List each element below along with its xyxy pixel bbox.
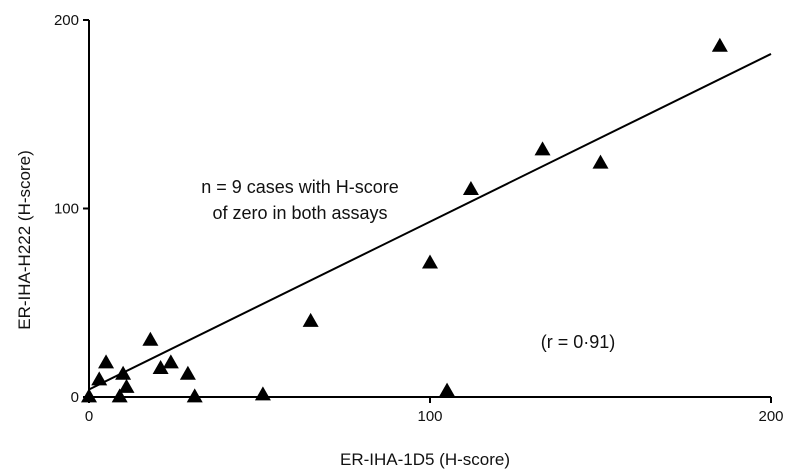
data-point-triangle (91, 371, 108, 386)
data-point-triangle (111, 388, 128, 403)
data-point-triangle (142, 331, 159, 346)
data-point-triangle (162, 354, 179, 369)
data-point-triangle (439, 382, 456, 397)
y-tick-label: 200 (54, 12, 79, 29)
fit-line-group (88, 53, 772, 391)
data-point-triangle (115, 365, 132, 380)
correlation-label: (r = 0·91) (541, 332, 616, 352)
x-tick-label: 200 (758, 408, 783, 425)
data-point-triangle (81, 388, 97, 403)
x-tick-label: 100 (417, 408, 442, 425)
y-axis-label: ER-IHA-H222 (H-score) (15, 150, 34, 329)
data-point-triangle (254, 386, 271, 401)
zero-note-line1: n = 9 cases with H-score (201, 177, 399, 197)
regression-line (88, 53, 772, 391)
data-point-triangle (179, 365, 196, 380)
x-tick-label: 0 (85, 408, 93, 425)
x-axis-label: ER-IHA-1D5 (H-score) (340, 450, 510, 469)
ticks: 0 100 200 0 100 200 (54, 12, 784, 425)
axes (88, 20, 771, 398)
y-tick-label: 100 (54, 201, 79, 218)
data-point-triangle (118, 378, 135, 393)
y-tick-label: 0 (71, 389, 79, 406)
data-point-triangle (186, 388, 203, 403)
data-point-triangle (152, 360, 169, 375)
data-point-triangle (534, 141, 551, 156)
data-points (81, 37, 728, 403)
zero-note-line2: of zero in both assays (212, 203, 387, 223)
data-point-triangle (711, 37, 728, 52)
data-point-triangle (302, 312, 319, 327)
data-point-triangle (592, 154, 609, 169)
data-point-triangle (462, 180, 479, 195)
data-point-triangle (98, 354, 115, 369)
data-point-triangle (422, 254, 438, 269)
